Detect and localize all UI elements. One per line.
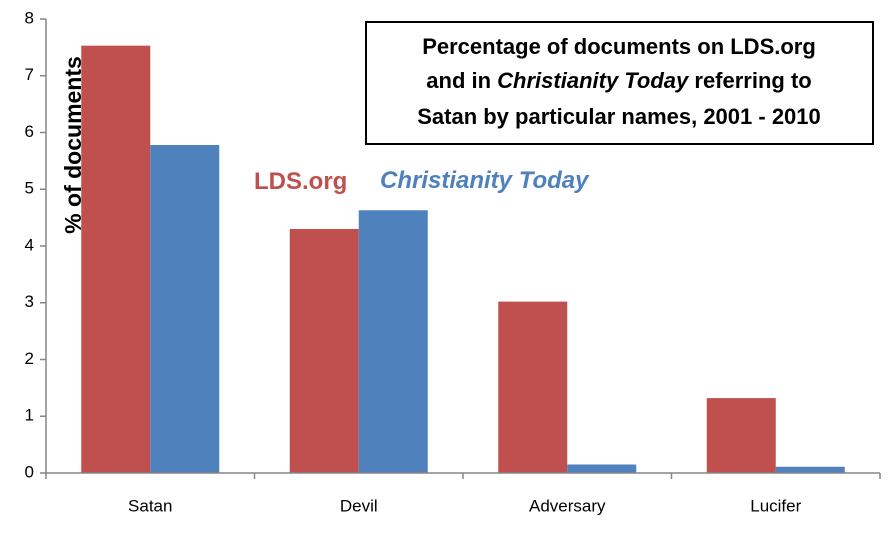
bar-lds-org-adversary: [498, 301, 568, 473]
legend-label-christianity-today: Christianity Today: [380, 167, 590, 194]
x-tick-label-satan: Satan: [128, 496, 172, 515]
chart-title-line: Percentage of documents on LDS.org: [422, 34, 816, 59]
x-tick-label-devil: Devil: [340, 496, 378, 515]
legend: LDS.org Christianity Today: [254, 167, 590, 195]
bar-lds-org-lucifer: [706, 398, 776, 473]
bar-lds-org-satan: [81, 45, 151, 474]
y-tick-label: 0: [25, 462, 34, 481]
bar-christianity-today-satan: [150, 144, 220, 474]
bar-lds-org-devil: [289, 228, 359, 473]
x-tick-label-adversary: Adversary: [529, 496, 606, 515]
legend-label-lds: LDS.org: [254, 168, 347, 195]
y-tick-label: 4: [25, 235, 34, 254]
bar-christianity-today-adversary: [567, 464, 637, 473]
bar-christianity-today-devil: [358, 210, 428, 473]
y-tick-label: 7: [25, 65, 34, 84]
bar-christianity-today-lucifer: [775, 466, 845, 473]
y-tick-label: 5: [25, 179, 34, 198]
chart-title-line: Satan by particular names, 2001 - 2010: [417, 104, 821, 129]
y-tick-label: 3: [25, 292, 34, 311]
x-tick-label-lucifer: Lucifer: [750, 496, 801, 515]
y-tick-label: 2: [25, 349, 34, 368]
chart-title-line: and in Christianity Today referring to: [426, 68, 811, 93]
chart-title-box: Percentage of documents on LDS.org and in…: [365, 21, 874, 145]
y-axis-label: % of documents: [60, 56, 86, 234]
y-tick-label: 1: [25, 406, 34, 425]
y-tick-label: 6: [25, 122, 34, 141]
y-tick-label: 8: [25, 8, 34, 27]
